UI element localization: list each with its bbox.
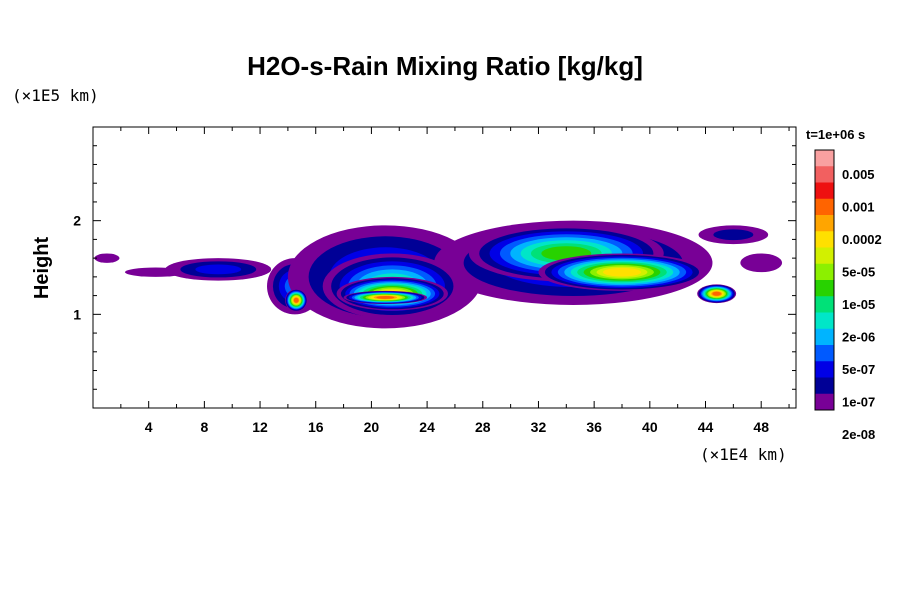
colorbar-segment: [815, 166, 834, 183]
colorbar-segment: [815, 393, 834, 411]
colorbar-segment: [815, 377, 834, 395]
x-tick-label: 8: [200, 419, 208, 435]
colorbar-label: 5e-05: [842, 264, 875, 279]
field-contour: [293, 297, 299, 303]
colorbar-label: 1e-07: [842, 394, 875, 409]
colorbar-segment: [815, 328, 834, 346]
time-label: t=1e+06 s: [806, 127, 865, 142]
y-tick-label: 2: [73, 213, 81, 229]
x-tick-label: 32: [531, 419, 547, 435]
x-tick-label: 20: [364, 419, 380, 435]
colorbar-segment: [815, 247, 834, 265]
x-axis-unit-label: (×1E4 km): [700, 445, 787, 464]
colorbar-segment: [815, 231, 834, 248]
field-contour: [712, 291, 721, 296]
colorbar-segment: [815, 280, 834, 297]
colorbar-label: 0.0002: [842, 232, 882, 247]
y-axis-label: Height: [31, 237, 53, 300]
x-tick-label: 40: [642, 419, 658, 435]
field-contour: [138, 269, 174, 275]
colorbar-label: 5e-07: [842, 362, 875, 377]
colorbar-segment: [815, 150, 834, 167]
field-contour: [603, 267, 641, 277]
field-contour: [195, 264, 242, 275]
colorbar-segment: [815, 263, 834, 281]
field-contour: [376, 296, 395, 299]
colorbar-label: 0.001: [842, 199, 875, 214]
colorbar-segment: [815, 198, 834, 216]
colorbar-label: 1e-05: [842, 297, 875, 312]
field-contour: [749, 257, 774, 269]
colorbar-label: 0.005: [842, 167, 875, 182]
colorbar-label: 2e-08: [842, 427, 875, 442]
x-tick-label: 12: [252, 419, 268, 435]
colorbar: 0.005 0.001 0.0002 5e-05 1e-05 2e-06 5e-07 1e-0…: [814, 149, 882, 442]
colorbar-segment: [815, 182, 834, 200]
colorbar-segment: [815, 215, 834, 232]
colorbar-segment: [815, 312, 834, 330]
x-tick-label: 24: [419, 419, 435, 435]
colorbar-segment: [815, 361, 834, 378]
colorbar-segment: [815, 296, 834, 313]
field-contour: [713, 229, 754, 241]
y-axis-unit-label: (×1E5 km): [12, 86, 99, 105]
colorbar-frame: [814, 149, 835, 411]
x-tick-label: 28: [475, 419, 491, 435]
x-axis-ticks: 4 8 12 16 20 24 28 32 36 40 44 48: [120, 127, 790, 435]
field-contour: [99, 255, 115, 261]
x-tick-label: 4: [145, 419, 153, 435]
rain-mixing-ratio-field: [94, 220, 783, 329]
x-tick-label: 36: [586, 419, 602, 435]
plot-frame: [92, 126, 797, 409]
x-tick-label: 48: [753, 419, 769, 435]
colorbar-segment: [815, 345, 834, 362]
x-tick-label: 16: [308, 419, 324, 435]
colorbar-label: 2e-06: [842, 329, 875, 344]
chart-title: H2O-s-Rain Mixing Ratio [kg/kg]: [247, 51, 643, 81]
y-axis-ticks: 12: [73, 145, 796, 390]
y-tick-label: 1: [73, 306, 81, 322]
x-tick-label: 44: [698, 419, 714, 435]
